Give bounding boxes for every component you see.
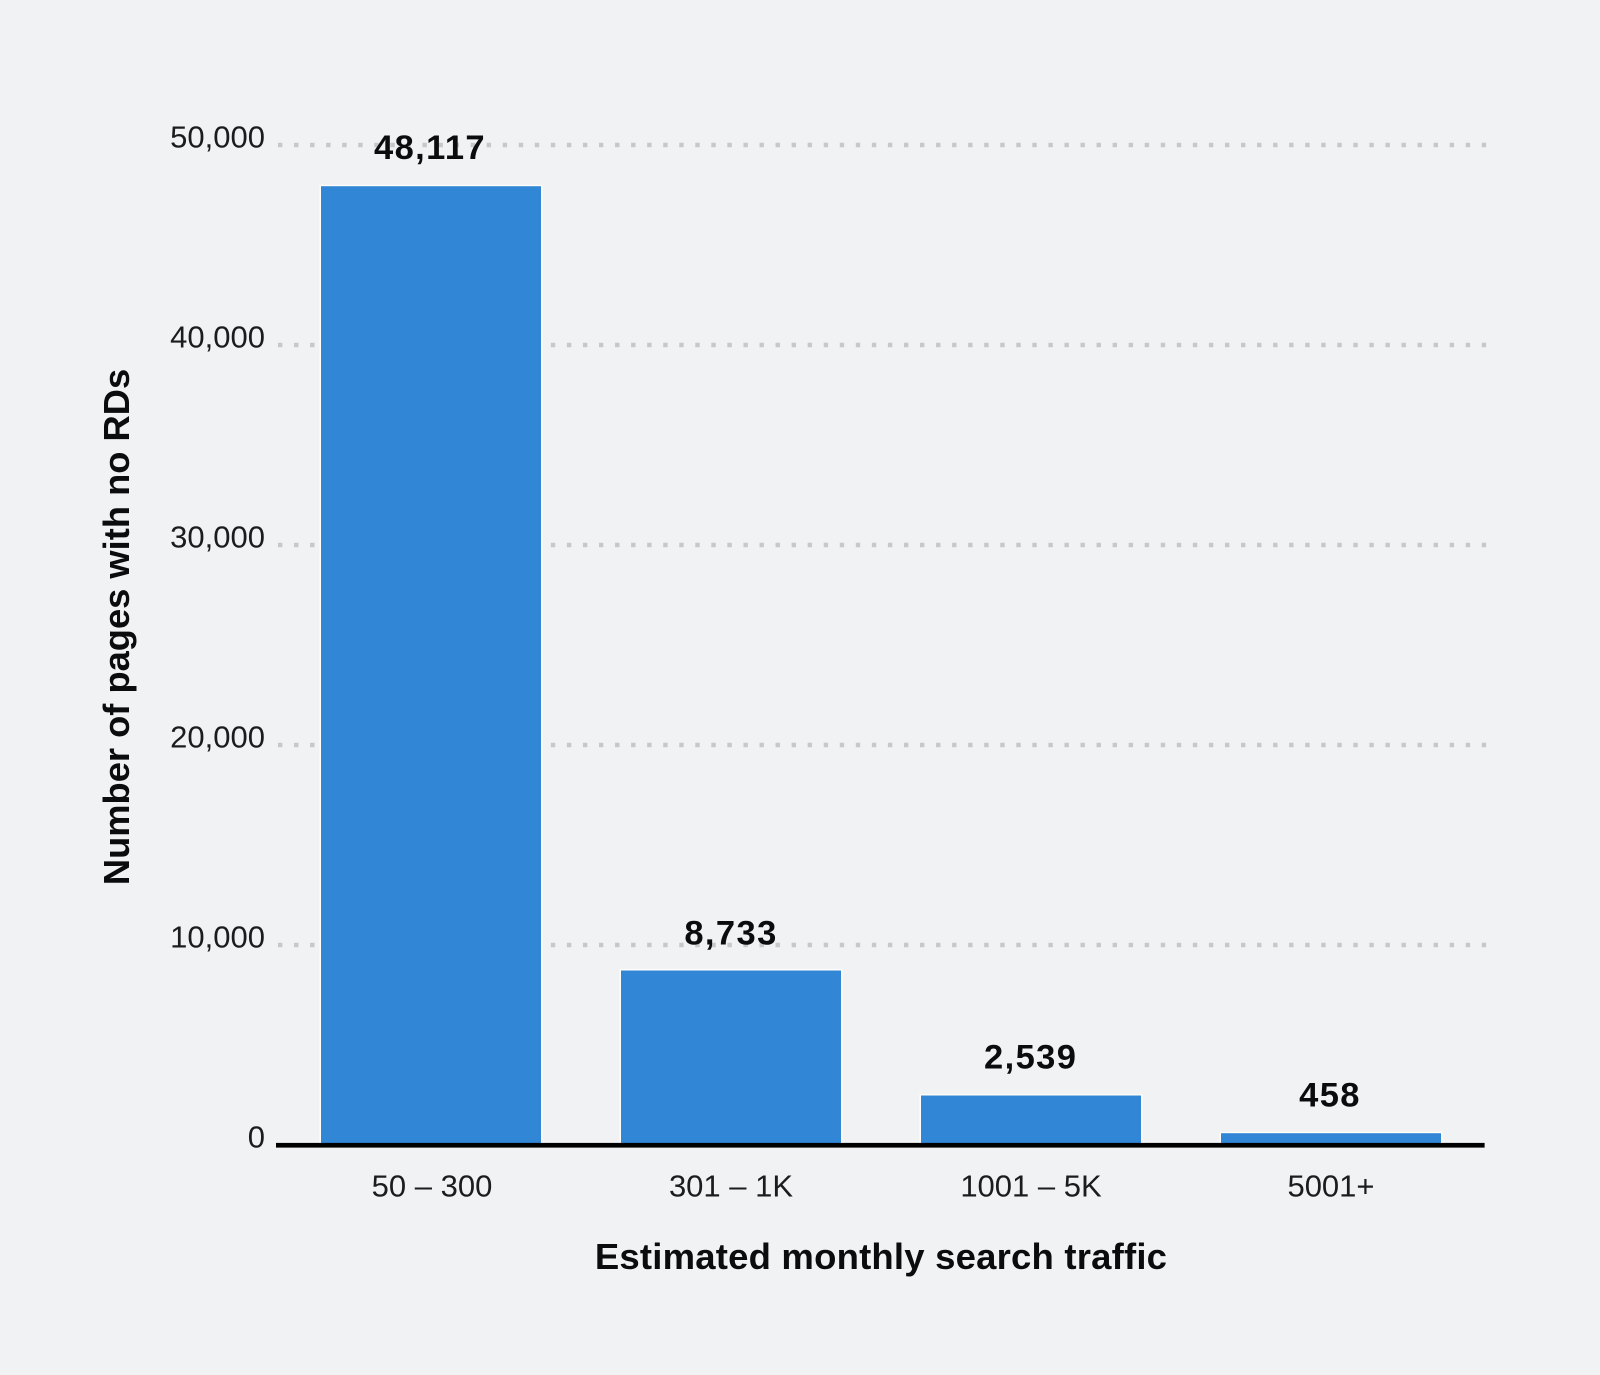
svg-text:30,000: 30,000 — [170, 519, 265, 554]
svg-text:20,000: 20,000 — [170, 719, 265, 754]
svg-text:301 – 1K: 301 – 1K — [669, 1169, 793, 1204]
svg-text:1001 – 5K: 1001 – 5K — [960, 1169, 1102, 1204]
svg-text:48,117: 48,117 — [374, 129, 486, 167]
svg-text:5001+: 5001+ — [1287, 1169, 1374, 1204]
svg-text:10,000: 10,000 — [170, 919, 265, 954]
svg-text:50,000: 50,000 — [170, 119, 265, 154]
svg-text:2,539: 2,539 — [984, 1038, 1077, 1076]
svg-text:8,733: 8,733 — [684, 915, 777, 953]
svg-text:40,000: 40,000 — [170, 319, 265, 354]
svg-text:0: 0 — [248, 1119, 265, 1154]
svg-text:Estimated monthly search traff: Estimated monthly search traffic — [595, 1236, 1167, 1277]
svg-text:50 – 300: 50 – 300 — [372, 1169, 493, 1204]
svg-text:Number of pages with no RDs: Number of pages with no RDs — [96, 369, 137, 885]
svg-text:458: 458 — [1299, 1077, 1361, 1115]
